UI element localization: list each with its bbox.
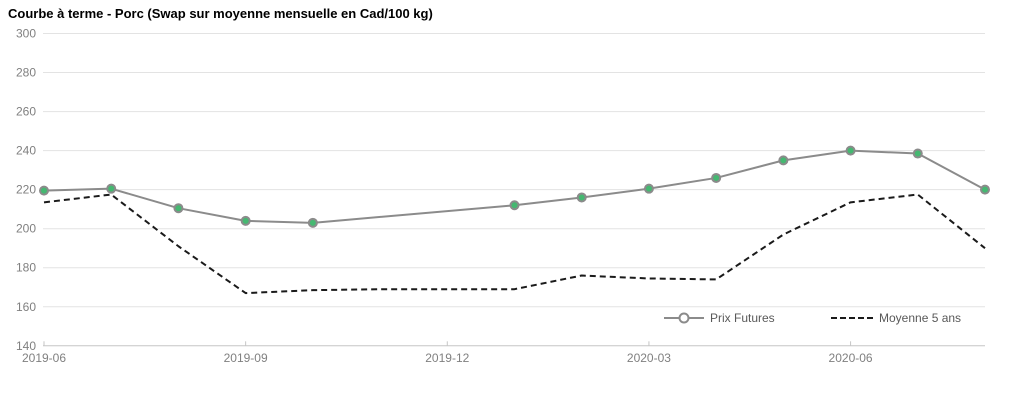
series-line-prix-futures [43,149,986,224]
data-point-marker [912,148,923,159]
chart-title: Courbe à terme - Porc (Swap sur moyenne … [8,6,433,21]
y-tick-label: 220 [16,183,36,197]
legend-label-prix-futures: Prix Futures [710,311,775,325]
y-tick-label: 260 [16,105,36,119]
x-tick-label: 2019-12 [425,351,469,365]
data-point-marker [845,145,856,156]
legend-label-moyenne-5-ans: Moyenne 5 ans [879,311,962,325]
y-tick-label: 160 [16,300,36,314]
data-point-marker [778,155,789,166]
data-point-marker [307,217,318,228]
data-point-marker [39,185,49,196]
x-tick-label: 2019-06 [22,351,66,365]
x-tick-label: 2020-03 [627,351,671,365]
y-tick-label: 240 [16,144,36,158]
data-point-marker [576,192,587,203]
x-tick-label: 2020-06 [829,351,873,365]
series-line-moyenne-5-ans [43,193,986,295]
data-point-marker [106,183,117,194]
data-point-marker [173,203,184,214]
data-point-marker [240,215,251,226]
open-circle-marker-icon [678,312,690,324]
prix-futures-line-swatch-icon [664,312,704,324]
data-point-marker [711,172,722,183]
y-tick-label: 300 [16,27,36,41]
data-point-marker [643,183,654,194]
data-point-marker [980,184,990,195]
y-tick-label: 180 [16,261,36,275]
data-point-marker [509,200,520,211]
moyenne-dashed-swatch-icon [831,317,873,319]
legend-item-prix-futures: Prix Futures [664,310,775,326]
y-tick-label: 140 [16,339,36,353]
x-tick-label: 2019-09 [224,351,268,365]
y-tick-label: 200 [16,222,36,236]
legend-item-moyenne-5-ans: Moyenne 5 ans [831,310,961,326]
y-tick-label: 280 [16,66,36,80]
